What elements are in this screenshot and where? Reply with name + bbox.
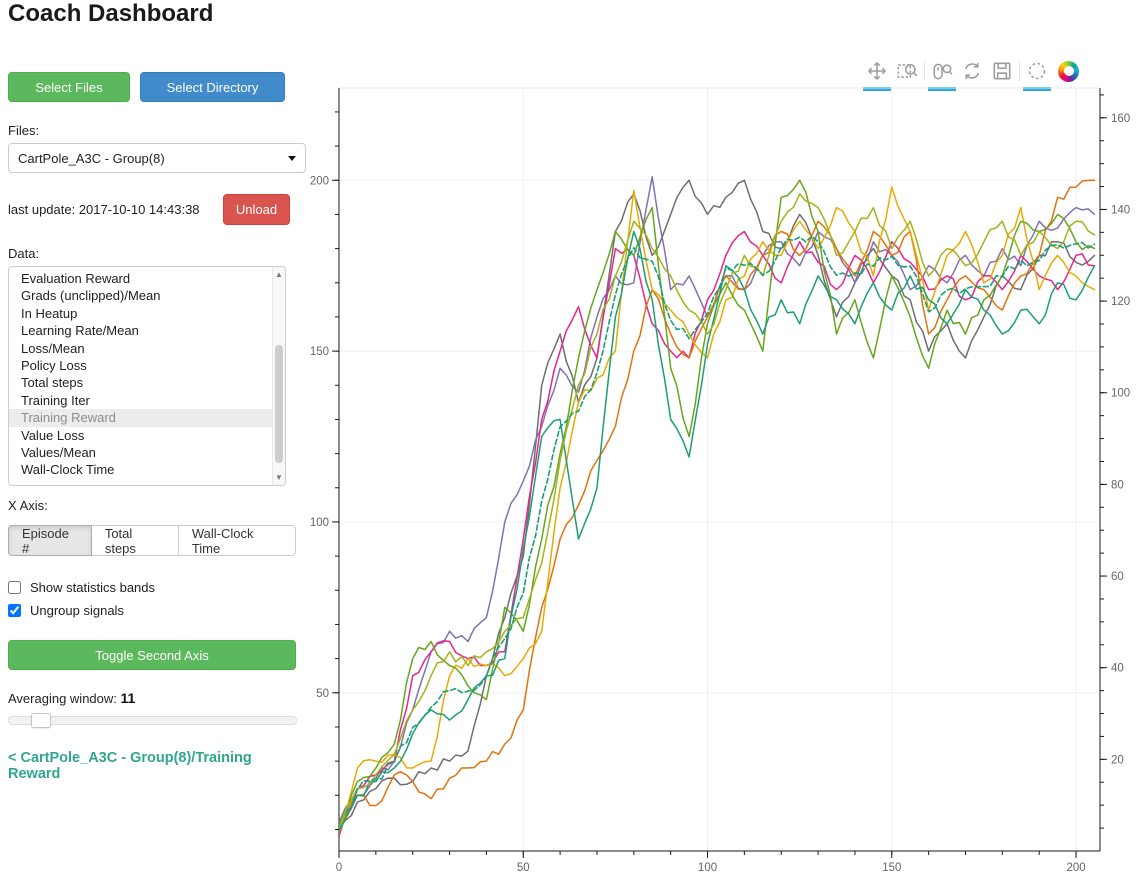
x-axis-option-episode-[interactable]: Episode #: [8, 525, 92, 556]
svg-text:0: 0: [336, 862, 342, 874]
bokeh-toolbar: [862, 58, 1102, 91]
averaging-window-slider[interactable]: [8, 713, 297, 728]
list-scrollbar[interactable]: ▲ ▼: [272, 267, 285, 485]
svg-text:160: 160: [1111, 113, 1130, 125]
svg-text:100: 100: [1111, 388, 1130, 400]
checkbox-label: Show statistics bands: [30, 580, 156, 595]
series-line-worker_6: [339, 230, 1096, 827]
toolbar-separator: [1019, 61, 1020, 81]
checkbox-row: Show statistics bands: [8, 580, 296, 595]
chevron-down-icon: [288, 155, 296, 161]
data-list-items: Evaluation Reward Grads (unclipped)/Mean I…: [9, 270, 285, 479]
file-buttons-row: Select Files Select Directory: [8, 72, 296, 102]
svg-text:60: 60: [1111, 571, 1124, 583]
series-line-worker_2: [339, 230, 1096, 838]
select-directory-button[interactable]: Select Directory: [140, 72, 285, 102]
last-update-row: last update: 2017-10-10 14:43:38 Unload: [8, 194, 296, 225]
svg-text:150: 150: [310, 346, 329, 358]
last-update-text: last update: 2017-10-10 14:43:38: [8, 202, 200, 217]
list-item[interactable]: Policy Loss: [21, 358, 87, 374]
averaging-window-row: Averaging window: 11: [8, 690, 296, 706]
checkbox-row: Ungroup signals: [8, 603, 296, 618]
list-item[interactable]: Training Reward: [9, 409, 285, 427]
list-item[interactable]: Total steps: [21, 375, 84, 391]
bokeh-logo[interactable]: [1058, 60, 1079, 82]
scrollbar-down-icon[interactable]: ▼: [275, 473, 283, 482]
sidebar: Select Files Select Directory Files: Car…: [8, 66, 306, 782]
hover-tool-icon[interactable]: [1022, 58, 1052, 91]
files-label: Files:: [8, 123, 40, 138]
page-title: Coach Dashboard: [8, 0, 214, 27]
series-line-worker_7: [339, 193, 1096, 831]
scrollbar-up-icon[interactable]: ▲: [275, 270, 283, 279]
svg-text:40: 40: [1111, 663, 1124, 675]
slider-thumb[interactable]: [31, 713, 51, 728]
svg-text:80: 80: [1111, 479, 1124, 491]
ungroup-signals-checkbox[interactable]: [8, 604, 21, 617]
files-dropdown-value: CartPole_A3C - Group(8): [18, 150, 165, 166]
toggle-second-axis-button[interactable]: Toggle Second Axis: [8, 640, 296, 670]
svg-text:50: 50: [517, 862, 530, 874]
pan-tool-icon[interactable]: [862, 58, 892, 91]
toolbar-separator: [924, 61, 925, 81]
list-item[interactable]: In Heatup: [21, 305, 78, 321]
select-files-button[interactable]: Select Files: [8, 72, 130, 102]
x-axis-option-wall-clock-time[interactable]: Wall-Clock Time: [178, 525, 296, 556]
show-statistics-bands-checkbox[interactable]: [8, 581, 21, 594]
series-line-worker_4: [339, 186, 1096, 831]
x-axis-option-total-steps[interactable]: Total steps: [91, 525, 179, 556]
checkbox-label: Ungroup signals: [30, 603, 124, 618]
svg-text:150: 150: [882, 862, 901, 874]
save-tool-icon[interactable]: [987, 58, 1017, 84]
list-item[interactable]: Value Loss: [21, 427, 85, 443]
series-line-group_mean: [339, 235, 1096, 831]
reset-tool-icon[interactable]: [957, 58, 987, 84]
list-item[interactable]: Grads (unclipped)/Mean: [21, 288, 161, 304]
unload-button[interactable]: Unload: [223, 194, 290, 225]
data-label: Data:: [8, 246, 40, 261]
data-listbox[interactable]: Evaluation Reward Grads (unclipped)/Mean I…: [8, 266, 286, 486]
svg-text:140: 140: [1111, 204, 1130, 216]
x-axis-label: X Axis:: [8, 498, 48, 513]
svg-text:120: 120: [1111, 296, 1130, 308]
list-item[interactable]: Learning Rate/Mean: [21, 323, 139, 339]
list-item[interactable]: Training Iter: [21, 392, 90, 408]
wheel-zoom-tool-icon[interactable]: [927, 58, 957, 91]
box-zoom-tool-icon[interactable]: [892, 58, 922, 84]
list-item[interactable]: Loss/Mean: [21, 340, 85, 356]
svg-text:20: 20: [1111, 754, 1124, 766]
checkbox-section: Show statistics bands Ungroup signals: [8, 580, 296, 618]
svg-text:50: 50: [316, 688, 329, 700]
list-item[interactable]: Wall-Clock Time: [21, 462, 115, 478]
scrollbar-thumb[interactable]: [275, 345, 283, 463]
breadcrumb[interactable]: < CartPole_A3C - Group(8)/Training Rewar…: [8, 750, 252, 782]
series-line-worker_5: [339, 179, 1096, 834]
averaging-window-label: Averaging window:: [8, 691, 117, 706]
svg-text:100: 100: [310, 517, 329, 529]
svg-text:200: 200: [1066, 862, 1085, 874]
files-dropdown[interactable]: CartPole_A3C - Group(8): [8, 143, 306, 173]
series-line-worker_3: [339, 179, 1096, 831]
list-item[interactable]: Evaluation Reward: [21, 271, 131, 286]
series-line-worker_0: [339, 179, 1096, 831]
svg-text:100: 100: [698, 862, 717, 874]
list-item[interactable]: Values/Mean: [21, 445, 96, 461]
averaging-window-value: 11: [120, 690, 136, 706]
x-axis-button-group: Episode # Total steps Wall-Clock Time: [8, 525, 296, 556]
svg-text:200: 200: [310, 175, 329, 187]
